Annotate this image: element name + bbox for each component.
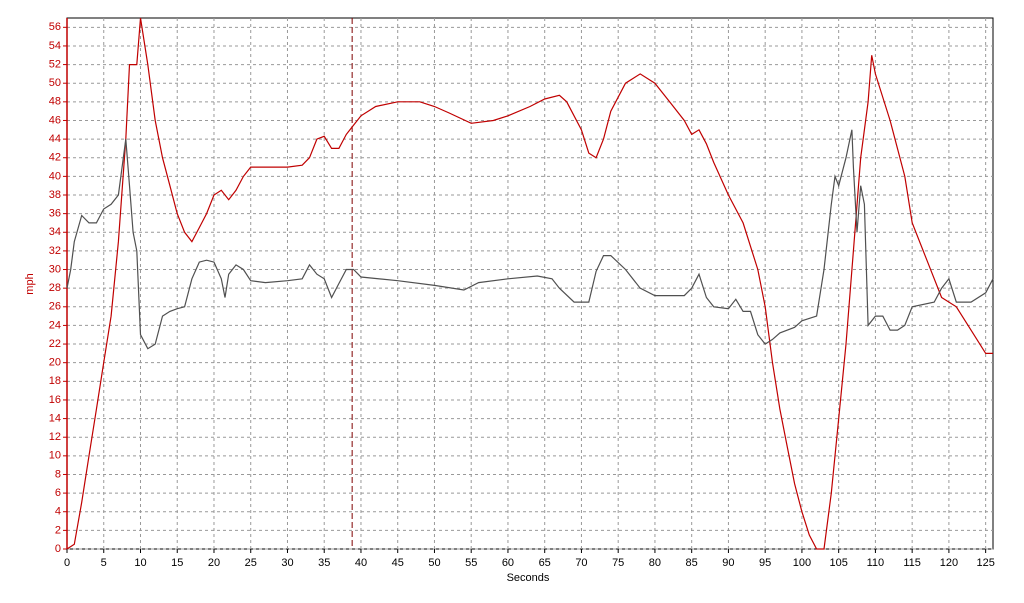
x-tick-label: 115 [903, 557, 921, 569]
y-tick-label: 40 [49, 170, 61, 182]
x-tick-label: 55 [465, 557, 477, 569]
y-tick-label: 44 [49, 133, 61, 145]
x-tick-label: 45 [392, 557, 404, 569]
x-tick-label: 5 [101, 557, 107, 569]
x-tick-label: 105 [829, 557, 847, 569]
y-tick-label: 36 [49, 208, 61, 220]
y-tick-label: 50 [49, 77, 61, 89]
y-tick-label: 12 [49, 431, 61, 443]
x-tick-label: 10 [134, 557, 146, 569]
y-tick-label: 22 [49, 338, 61, 350]
y-tick-label: 28 [49, 282, 61, 294]
y-tick-label: 8 [55, 468, 61, 480]
y-tick-label: 34 [49, 226, 61, 238]
x-tick-label: 0 [64, 557, 70, 569]
x-tick-label: 85 [686, 557, 698, 569]
y-tick-label: 20 [49, 357, 61, 369]
y-tick-label: 32 [49, 245, 61, 257]
y-tick-label: 14 [49, 412, 61, 424]
y-tick-label: 16 [49, 394, 61, 406]
y-tick-label: 48 [49, 96, 61, 108]
series-line [66, 129, 994, 350]
y-tick-label: 4 [55, 506, 61, 518]
x-tick-label: 95 [759, 557, 771, 569]
x-tick-label: 75 [612, 557, 624, 569]
y-tick-label: 42 [49, 152, 61, 164]
x-tick-label: 90 [722, 557, 734, 569]
x-tick-label: 15 [171, 557, 183, 569]
x-tick-label: 65 [539, 557, 551, 569]
y-tick-label: 52 [49, 58, 61, 70]
x-tick-label: 30 [281, 557, 293, 569]
y-tick-label: 10 [49, 450, 61, 462]
x-tick-label: 80 [649, 557, 661, 569]
x-tick-label: 125 [976, 557, 994, 569]
y-tick-label: 24 [49, 319, 61, 331]
y-tick-label: 56 [49, 21, 61, 33]
y-tick-label: 0 [55, 543, 61, 555]
y-tick-label: 54 [49, 40, 61, 52]
x-axis-label: Seconds [507, 572, 550, 584]
x-tick-label: 50 [428, 557, 440, 569]
y-tick-label: 18 [49, 375, 61, 387]
x-tick-label: 100 [793, 557, 811, 569]
y-tick-label: 38 [49, 189, 61, 201]
x-tick-label: 40 [355, 557, 367, 569]
x-tick-label: 60 [502, 557, 514, 569]
x-tick-label: 35 [318, 557, 330, 569]
y-tick-label: 6 [55, 487, 61, 499]
x-tick-label: 20 [208, 557, 220, 569]
x-tick-label: 110 [867, 557, 885, 569]
series-line [66, 17, 993, 550]
y-tick-label: 46 [49, 114, 61, 126]
x-tick-label: 70 [575, 557, 587, 569]
y-tick-label: 2 [55, 524, 61, 536]
plot-area [66, 17, 994, 550]
x-tick-label: 25 [245, 557, 257, 569]
y-tick-label: 30 [49, 263, 61, 275]
y-axis-label: mph [24, 273, 36, 294]
x-tick-label: 120 [940, 557, 958, 569]
y-tick-label: 26 [49, 301, 61, 313]
